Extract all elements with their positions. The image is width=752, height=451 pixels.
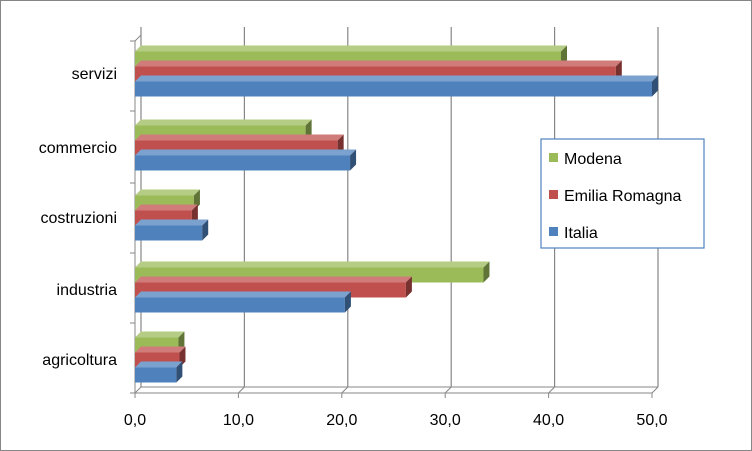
gridline-floor: [238, 386, 245, 394]
bar-top-face: [135, 149, 357, 156]
bar-top-face: [135, 75, 658, 82]
bar-top-face: [135, 119, 312, 126]
bar-top-face: [135, 261, 490, 268]
x-tick-label: 50,0: [636, 412, 667, 429]
bar-italia: [135, 149, 357, 171]
bar-end-face: [344, 291, 351, 313]
bar-top-face: [135, 134, 344, 141]
legend-swatch: [549, 190, 558, 199]
category-label: commercio: [39, 140, 117, 157]
bar-top-face: [135, 204, 198, 211]
category-label: servizi: [72, 66, 117, 83]
gridline-floor: [651, 386, 659, 394]
bar-top-face: [135, 60, 622, 67]
bar-top-face: [135, 331, 185, 338]
category-label: agricoltura: [42, 352, 117, 369]
legend: Modena Emilia Romagna Italia: [540, 138, 705, 249]
x-tick-label: 20,0: [326, 412, 357, 429]
bar-end-face: [176, 361, 183, 383]
bar-top-face: [135, 45, 568, 52]
legend-swatch: [549, 153, 558, 162]
bar-front-face: [135, 297, 345, 313]
gridline-floor: [341, 386, 349, 394]
bar-top-face: [135, 219, 209, 226]
x-tick-label: 40,0: [533, 412, 564, 429]
bar-end-face: [483, 261, 490, 283]
bar-front-face: [135, 367, 177, 383]
bar-italia: [135, 75, 658, 97]
legend-label: Italia: [564, 225, 598, 242]
bar-front-face: [135, 155, 351, 171]
bar-top-face: [135, 291, 351, 298]
x-tick-label: 0,0: [124, 412, 146, 429]
legend-swatch: [549, 227, 558, 236]
bar-top-face: [135, 346, 186, 353]
legend-label: Modena: [564, 151, 622, 168]
gridline-floor: [134, 386, 142, 394]
x-tick-label: 10,0: [223, 412, 254, 429]
bar-end-face: [350, 149, 357, 171]
gridline-floor: [548, 386, 555, 394]
bar-top-face: [135, 276, 412, 283]
bar-italia: [135, 291, 351, 313]
bar-end-face: [405, 276, 412, 298]
category-label: industria: [57, 282, 118, 299]
bar-end-face: [202, 219, 209, 241]
bar-italia: [135, 361, 183, 383]
x-tick-label: 30,0: [430, 412, 461, 429]
legend-box: [540, 138, 705, 249]
legend-label: Emilia Romagna: [564, 188, 681, 205]
bar-front-face: [135, 225, 203, 241]
bar-end-face: [652, 75, 658, 97]
bar-top-face: [135, 361, 183, 368]
y-axis-top: [134, 34, 142, 42]
gridline-floor: [444, 386, 452, 394]
category-label: costruzioni: [41, 210, 117, 227]
bar-front-face: [135, 81, 652, 97]
bar-top-face: [135, 189, 200, 196]
bar-italia: [135, 219, 209, 241]
